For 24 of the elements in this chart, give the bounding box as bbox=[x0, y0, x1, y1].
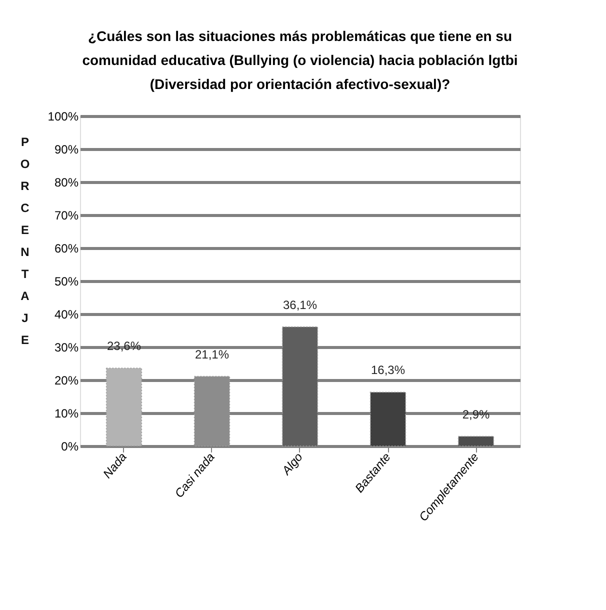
y-tick-label: 80% bbox=[54, 176, 79, 190]
data-label: 36,1% bbox=[282, 298, 318, 312]
y-tick-label: 0% bbox=[61, 440, 79, 454]
y-tick-label: 30% bbox=[54, 340, 79, 354]
text: comunidad educativa (Bullying (o violencia) hacia población lgtbi bbox=[82, 52, 518, 68]
y-tick-label: 10% bbox=[54, 406, 79, 420]
bar bbox=[282, 326, 318, 446]
y-tick-label: 40% bbox=[54, 308, 79, 322]
y-tick-label: 90% bbox=[54, 142, 79, 156]
bar bbox=[458, 436, 494, 446]
text: ¿Cuáles son las situaciones más problemáticas que tiene en su bbox=[88, 28, 512, 44]
data-label: 23,6% bbox=[106, 339, 142, 354]
data-label: 2,9% bbox=[462, 407, 490, 422]
text: (Diversidad por orientación afectivo-sexual)? bbox=[150, 76, 450, 92]
y-tick-label: 20% bbox=[54, 374, 79, 388]
data-label: 16,3% bbox=[370, 363, 406, 378]
text: PORCENTAJE bbox=[20, 135, 30, 347]
y-tick-label: 70% bbox=[54, 208, 79, 222]
data-label: 21,1% bbox=[194, 347, 230, 362]
y-tick-label: 100% bbox=[48, 110, 79, 124]
bar bbox=[106, 368, 142, 446]
bar bbox=[370, 392, 406, 446]
y-tick-label: 50% bbox=[54, 274, 79, 288]
y-tick-label: 60% bbox=[54, 242, 79, 256]
